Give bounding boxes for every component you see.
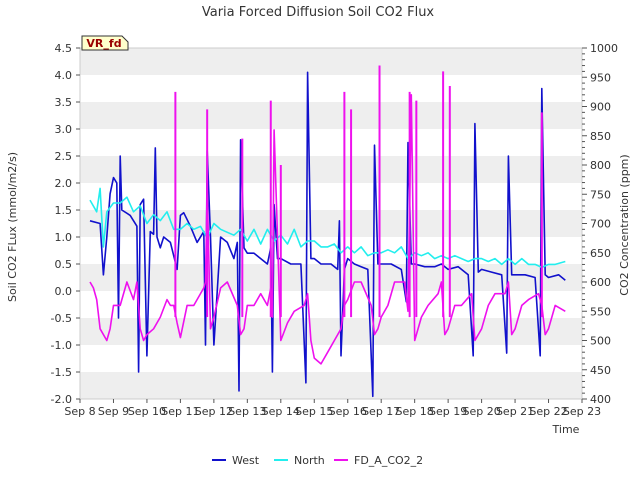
right-y-tick-label: 700 bbox=[590, 218, 611, 231]
legend-label: North bbox=[294, 454, 325, 467]
right-y-tick-label: 950 bbox=[590, 71, 611, 84]
background-band bbox=[80, 318, 582, 345]
legend-label: FD_A_CO2_2 bbox=[354, 454, 423, 467]
legend: West North FD_A_CO2_2 bbox=[212, 454, 423, 467]
left-y-tick-label: 1.0 bbox=[55, 231, 73, 244]
x-tick-label: Sep 8 bbox=[64, 405, 95, 418]
left-y-tick-label: 3.0 bbox=[55, 123, 73, 136]
right-y-tick-label: 800 bbox=[590, 159, 611, 172]
x-tick-label: Sep 9 bbox=[98, 405, 129, 418]
series-line-north bbox=[89, 187, 566, 269]
legend-label: West bbox=[232, 454, 260, 467]
x-tick-label: Sep 10 bbox=[128, 405, 166, 418]
right-y-tick-label: 750 bbox=[590, 188, 611, 201]
background-band bbox=[80, 48, 582, 75]
right-y-axis: 400 450 500 550 600 650 700 750 800 850 900 950 1000 bbox=[582, 42, 618, 406]
left-y-tick-label: -1.0 bbox=[51, 339, 72, 352]
chart-title: Varia Forced Diffusion Soil CO2 Flux bbox=[202, 5, 435, 20]
x-tick-label: Sep 18 bbox=[396, 405, 434, 418]
right-y-tick-label: 1000 bbox=[590, 42, 618, 55]
badge: VR_fd bbox=[81, 35, 129, 51]
right-y-tick-label: 400 bbox=[590, 393, 611, 406]
right-y-tick-label: 650 bbox=[590, 247, 611, 260]
x-tick-label: Sep 14 bbox=[262, 405, 300, 418]
background-bands bbox=[80, 48, 582, 399]
left-y-tick-label: 0.0 bbox=[55, 285, 73, 298]
right-y-tick-label: 600 bbox=[590, 276, 611, 289]
left-y-tick-label: 4.0 bbox=[55, 69, 73, 82]
x-axis-label: Time bbox=[552, 423, 580, 436]
x-tick-label: Sep 13 bbox=[228, 405, 266, 418]
series-line-west bbox=[89, 71, 566, 398]
background-band bbox=[80, 210, 582, 237]
background-band bbox=[80, 102, 582, 129]
left-y-tick-label: 3.5 bbox=[55, 96, 73, 109]
series-line-fd-a-co2-2 bbox=[89, 94, 566, 365]
background-band bbox=[80, 264, 582, 291]
right-y-tick-label: 450 bbox=[590, 364, 611, 377]
x-tick-label: Sep 11 bbox=[161, 405, 199, 418]
right-y-tick-label: 900 bbox=[590, 101, 611, 114]
badge-box bbox=[81, 35, 129, 51]
right-y-tick-label: 850 bbox=[590, 130, 611, 143]
background-band bbox=[80, 372, 582, 399]
right-y-axis-label: CO2 Concentration (ppm) bbox=[618, 154, 631, 295]
left-y-tick-label: 2.0 bbox=[55, 177, 73, 190]
x-tick-label: Sep 16 bbox=[329, 405, 367, 418]
left-y-tick-label: 0.5 bbox=[55, 258, 73, 271]
x-tick-label: Sep 12 bbox=[195, 405, 233, 418]
x-tick-label: Sep 23 bbox=[563, 405, 601, 418]
x-tick-label: Sep 22 bbox=[529, 405, 567, 418]
x-tick-label: Sep 19 bbox=[429, 405, 467, 418]
left-y-tick-label: 2.5 bbox=[55, 150, 73, 163]
left-y-tick-label: -0.5 bbox=[51, 312, 72, 325]
series-layer bbox=[89, 65, 566, 398]
background-band bbox=[80, 156, 582, 183]
right-y-tick-label: 550 bbox=[590, 305, 611, 318]
left-y-tick-label: 1.5 bbox=[55, 204, 73, 217]
x-tick-label: Sep 17 bbox=[362, 405, 400, 418]
x-tick-label: Sep 21 bbox=[496, 405, 534, 418]
badge-label: VR_fd bbox=[86, 37, 121, 50]
left-y-tick-label: -2.0 bbox=[51, 393, 72, 406]
x-tick-label: Sep 20 bbox=[462, 405, 500, 418]
right-y-tick-label: 500 bbox=[590, 335, 611, 348]
left-y-tick-label: 4.5 bbox=[55, 42, 73, 55]
left-y-tick-label: -1.5 bbox=[51, 366, 72, 379]
left-y-axis-label: Soil CO2 FLux (mmol/m2/s) bbox=[6, 152, 19, 302]
left-y-axis: -2.0 -1.5 -1.0 -0.5 0.0 0.5 1.0 1.5 2.0 2.5 3.0 3.5… bbox=[51, 42, 80, 406]
x-tick-label: Sep 15 bbox=[295, 405, 333, 418]
